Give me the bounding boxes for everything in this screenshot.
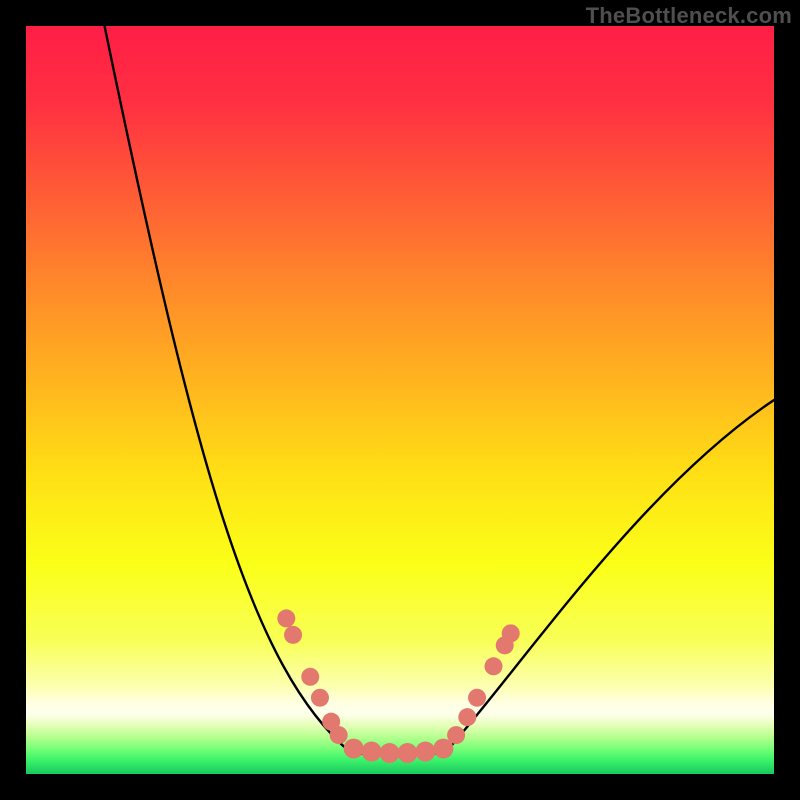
data-marker (415, 742, 435, 762)
data-marker (277, 609, 295, 627)
watermark-text: TheBottleneck.com (586, 3, 792, 29)
data-marker (380, 743, 400, 763)
data-marker (502, 624, 520, 642)
data-marker (433, 739, 453, 759)
data-marker (344, 739, 364, 759)
data-marker (311, 689, 329, 707)
plot-svg (26, 26, 774, 774)
data-marker (397, 743, 417, 763)
plot-area (26, 26, 774, 774)
data-marker (284, 626, 302, 644)
data-marker (301, 668, 319, 686)
data-marker (330, 726, 348, 744)
data-marker (468, 689, 486, 707)
gradient-background (26, 26, 774, 774)
data-marker (458, 708, 476, 726)
data-marker (362, 742, 382, 762)
data-marker (485, 657, 503, 675)
